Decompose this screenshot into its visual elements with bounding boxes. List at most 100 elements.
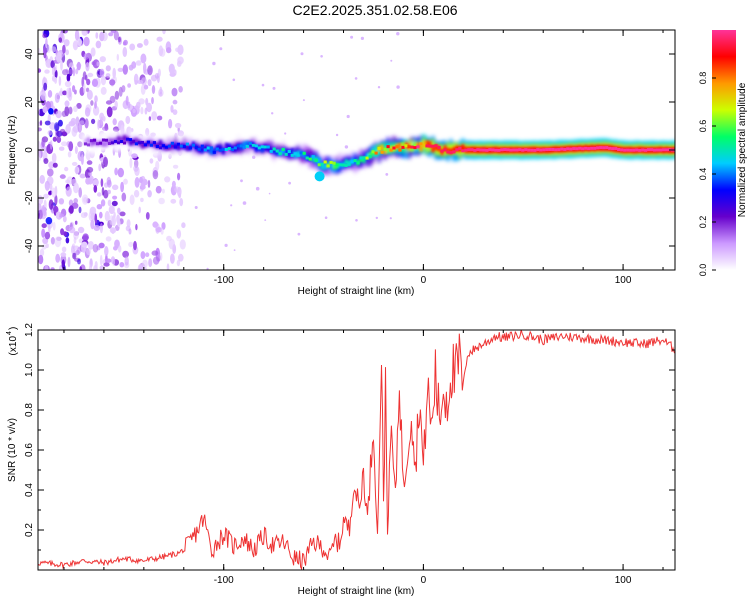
noise-speckle [109,79,116,86]
noise-speckle [99,223,103,234]
snr-y-tick-label: 0.4 [24,483,35,497]
noise-speckle [104,258,112,263]
noise-speckle [61,246,67,253]
noise-speckle [138,206,141,214]
ridge-cell [173,137,177,149]
ridge-cell [203,144,207,151]
page-title: C2E2.2025.351.02.58.E06 [292,2,458,18]
ridge-cell [413,146,417,150]
noise-speckle [147,65,153,76]
noise-speckle [71,161,78,166]
ridge-cell [152,141,156,145]
ridge-cell [272,147,276,154]
noise-speckle [104,123,109,132]
snr-y-tick-label: 1.0 [24,363,35,377]
noise-speckle [129,194,135,206]
ridge-cell [101,138,106,142]
ridge-cell [191,143,195,147]
ridge-cell [104,138,109,142]
noise-speckle [103,262,110,267]
spectrogram-x-tick-label: 0 [421,275,427,286]
noise-speckle [99,68,105,78]
snr-y-tick-label: 0.2 [24,523,35,537]
noise-speckle [117,167,125,178]
ridge-cell [608,146,612,150]
noise-speckle [92,179,100,186]
noise-speckle [103,189,109,199]
ridge-cell [533,148,537,152]
noise-speckle [51,46,57,53]
ridge-cell [287,150,291,153]
noise-speckle [206,267,209,270]
ridge-cell [383,147,387,151]
noise-speckle [75,166,78,175]
noise-speckle [39,120,43,126]
noise-speckle [148,258,153,268]
noise-speckle [120,181,124,193]
noise-speckle [103,156,108,168]
snr-ticks: -100 0 100 0.2 0.4 0.6 0.8 1.0 1.2 [24,323,675,586]
ridge-cell [335,163,339,167]
noise-speckle [177,60,182,67]
noise-speckle [143,84,149,90]
noise-speckle [60,228,65,236]
ridge-cell [503,148,507,152]
noise-speckle [176,259,181,267]
ridge-cell [125,137,130,141]
noise-speckle [177,44,184,56]
ridge-cell [665,148,669,152]
noise-speckle [38,150,41,162]
noise-speckle [355,219,358,222]
noise-speckle [100,86,107,95]
noise-speckle [44,120,51,126]
ridge-cell [545,148,549,152]
noise-speckle [80,212,88,219]
ridge-cell [410,139,414,151]
ridge-cell [218,148,222,152]
noise-speckle [40,91,47,101]
noise-speckle [116,53,120,61]
noise-speckle [171,180,176,188]
ridge-cell [290,153,294,157]
ridge-cell [638,148,642,152]
noise-speckle [44,264,49,270]
noise-speckle [81,194,89,205]
ridge-cell [230,148,234,151]
noise-speckle [51,153,57,163]
ridge-cell [380,150,384,154]
noise-speckle [94,213,98,224]
noise-speckle [47,130,53,136]
ridge-cell [518,148,522,152]
ridge-cell [542,148,546,152]
noise-speckle [65,186,72,197]
noise-speckle [140,77,147,86]
ridge-cell [371,150,375,154]
ridge-cell [443,148,447,152]
noise-speckle [54,194,58,206]
noise-speckle [81,30,88,36]
noise-speckle [108,205,115,215]
noise-speckle [79,266,82,270]
noise-speckle [93,185,98,193]
noise-speckle [94,101,97,109]
ridge-cell [458,146,462,150]
noise-speckle [105,100,113,105]
ridge-cell [149,140,153,147]
ridge-cell [224,142,228,149]
noise-speckle [67,256,71,268]
noise-speckle [68,141,74,152]
noise-speckle [87,241,94,250]
noise-speckle [41,223,47,229]
noise-speckle [68,120,76,127]
ridge-cell [170,141,174,145]
noise-speckle [83,53,89,60]
noise-speckle [145,127,150,137]
noise-speckle [135,223,138,231]
noise-speckle [113,246,118,251]
noise-speckle [124,256,129,266]
noise-speckle [54,92,60,104]
ridge-cell [188,138,192,149]
ridge-cell [485,148,489,152]
noise-speckle [140,197,144,203]
noise-speckle [86,89,93,100]
